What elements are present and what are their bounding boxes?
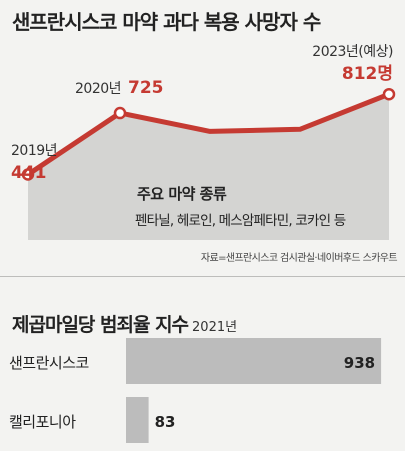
annotation-text: 펜타닐, 헤로인, 메스암페타민, 코카인 등 xyxy=(135,213,346,229)
annotation-title: 주요 마약 종류 xyxy=(137,185,227,203)
data-label: 725 xyxy=(128,78,164,98)
x-tick-label: 2023년(예상) xyxy=(312,44,393,60)
x-tick-label: 2020년 xyxy=(75,81,121,97)
bar-chart-subtitle: 2021년 xyxy=(192,320,238,335)
category-label: 샌프란시스코 xyxy=(9,354,89,372)
bar-chart-heading: 제곱마일당 범죄율 지수 2021년 xyxy=(12,310,237,337)
data-label: 812명 xyxy=(342,64,393,84)
chart-title: 샌프란시스코 마약 과다 복용 사망자 수 xyxy=(12,10,321,34)
bar-chart-marks: 샌프란시스코 938 캘리포니아 83 xyxy=(9,338,382,443)
bar xyxy=(126,338,382,384)
line-chart: 2019년 441 2020년 725 2023년(예상) 812명 xyxy=(11,44,396,240)
section-divider xyxy=(0,276,405,277)
bar-chart-title: 제곱마일당 범죄율 지수 xyxy=(12,314,189,336)
bar-value-label: 83 xyxy=(155,413,176,431)
data-point xyxy=(382,87,396,101)
data-label: 441 xyxy=(11,163,47,183)
bar-value-label: 938 xyxy=(344,354,375,372)
series-line xyxy=(25,91,392,177)
category-label: 캘리포니아 xyxy=(9,413,76,431)
source-note: 자료=샌프란시스코 검시관실·네이버후드 스카우트 xyxy=(200,253,398,264)
data-point xyxy=(113,106,127,120)
line-chart-marks: 2019년 441 2020년 725 2023년(예상) 812명 xyxy=(11,44,396,240)
bar xyxy=(126,397,149,443)
x-tick-label: 2019년 xyxy=(11,143,57,159)
data-point xyxy=(21,168,35,181)
